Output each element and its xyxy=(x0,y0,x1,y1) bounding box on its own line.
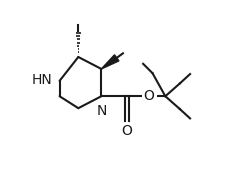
Text: N: N xyxy=(97,104,107,118)
Text: O: O xyxy=(143,89,154,103)
Text: HN: HN xyxy=(32,73,52,87)
Text: O: O xyxy=(121,124,132,138)
Polygon shape xyxy=(101,55,118,69)
